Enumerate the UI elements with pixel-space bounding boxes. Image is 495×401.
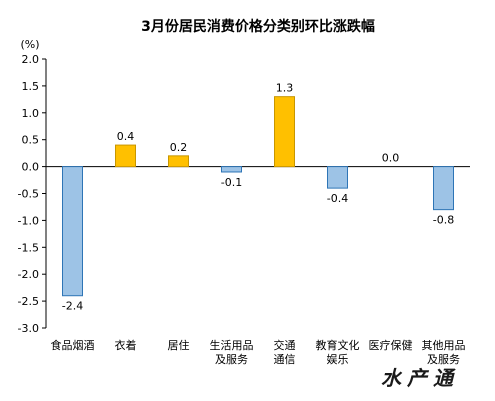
y-tick-label: 0.0 [22, 161, 40, 174]
y-tick-label: -3.0 [18, 322, 39, 335]
data-label: 0.4 [117, 130, 135, 143]
x-tick-label: 食品烟酒 [51, 338, 95, 352]
y-tick-label: -0.5 [18, 188, 39, 201]
y-tick-label: 0.5 [22, 134, 40, 147]
bar [221, 166, 242, 173]
x-tick-label: 娱乐 [327, 352, 349, 366]
data-label: 0.2 [170, 141, 188, 154]
bar [327, 166, 348, 189]
x-tick-label: 及服务 [215, 353, 248, 366]
bar [274, 96, 295, 168]
x-tick-label: 通信 [274, 353, 296, 366]
y-tick-label: 2.0 [22, 53, 40, 66]
data-label: -0.1 [221, 176, 242, 189]
bar [433, 166, 454, 211]
data-label: -0.4 [327, 192, 348, 205]
y-tick-label: -2.5 [18, 295, 39, 308]
x-tick-label: 其他用品 [422, 339, 466, 352]
x-tick-label: 及服务 [427, 353, 460, 366]
y-tick-label: -2.0 [18, 268, 39, 281]
y-tick-label: -1.0 [18, 214, 39, 227]
x-tick-label: 衣着 [115, 338, 137, 352]
chart-title: 3月份居民消费价格分类别环比涨跌幅 [141, 18, 375, 35]
bar [115, 144, 136, 168]
x-tick-label: 医疗保健 [369, 338, 413, 352]
plot-area: 2.0 1.5 1.0 0.5 0.0 -0.5 -1.0 -1.5 -2.0 -2.5 -3.0 -… [18, 53, 470, 366]
y-tick-label: -1.5 [18, 241, 39, 254]
data-label: -0.8 [433, 214, 454, 227]
y-tick-label: 1.0 [22, 107, 40, 120]
x-tick-label: 居住 [168, 338, 190, 352]
data-label: 1.3 [276, 82, 294, 95]
y-tick-label: 1.5 [22, 80, 40, 93]
bar [168, 155, 189, 168]
x-tick-label: 生活用品 [210, 338, 254, 352]
x-tick-label: 交通 [274, 338, 296, 352]
data-label: 0.0 [382, 152, 400, 165]
watermark-logo: 水产通 [381, 366, 459, 390]
x-tick-label: 教育文化 [316, 338, 360, 352]
bar [62, 166, 83, 297]
data-label: -2.4 [62, 300, 83, 313]
y-axis-unit: (%) [20, 38, 39, 51]
